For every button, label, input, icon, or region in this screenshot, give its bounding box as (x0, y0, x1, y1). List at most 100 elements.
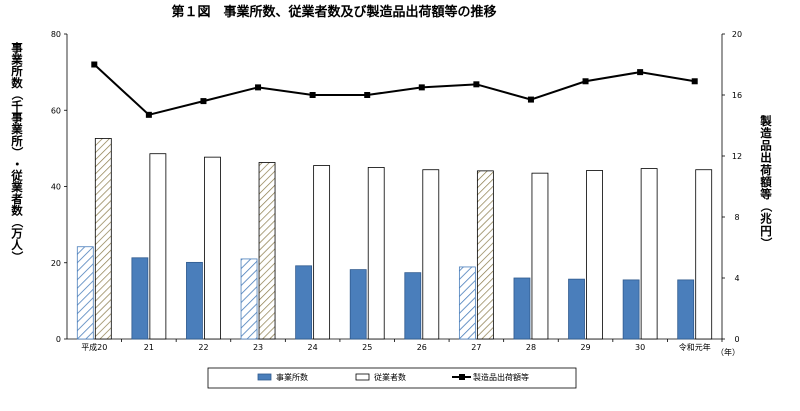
y-tick-label-right: 12 (732, 152, 742, 161)
bar-employees (695, 169, 713, 340)
bar-establishments (458, 266, 476, 340)
x-axis-unit: （年） (716, 347, 740, 357)
axis-label-char: 額 (759, 175, 772, 189)
bar-establishments (76, 246, 94, 340)
legend: 事業所数 従業者数 製造品出荷額等 (207, 367, 577, 389)
bar-employees (149, 153, 167, 340)
legend-marker (459, 374, 465, 380)
axis-label-char: 品 (760, 138, 772, 152)
bar-employees (586, 170, 603, 340)
bar-establishments (295, 265, 313, 340)
axis-label-char: ） (10, 251, 24, 263)
bar-establishments (622, 279, 640, 340)
axis-label-char: 事 (11, 41, 23, 55)
y-tick-label-left: 80 (51, 30, 61, 39)
point-shipments (255, 84, 262, 91)
point-shipments (145, 111, 152, 118)
bar-establishments (677, 279, 695, 340)
x-tick-label: 28 (526, 343, 536, 352)
point-shipments (364, 92, 371, 98)
x-tick-label: 23 (253, 343, 263, 352)
bar-establishments (513, 277, 531, 340)
axis-label-char: 数 (11, 76, 23, 90)
point-shipments (637, 69, 644, 76)
x-tick-label: 26 (417, 343, 427, 352)
axis-label-char: 荷 (759, 163, 772, 177)
axis-label-char: 業 (10, 180, 23, 194)
axis-label-char: 製 (759, 114, 772, 128)
chart-title: 第１図 事業所数、従業者数及び製造品出荷額等の推移 (171, 4, 496, 20)
bar-employees (476, 170, 494, 340)
x-tick-label: 29 (580, 343, 590, 352)
point-shipments (473, 81, 480, 88)
bar-establishments (186, 261, 203, 340)
x-tick-label: 25 (362, 343, 372, 352)
y-tick-label-left: 0 (56, 335, 61, 344)
axis-label-char: 所 (11, 64, 23, 78)
y-tick-label-right: 0 (734, 335, 739, 344)
axis-label-char: 万 (10, 227, 23, 241)
axis-label-char: 従 (10, 169, 23, 183)
axis-label-char: 数 (11, 203, 23, 217)
axis-label-char: 出 (760, 151, 772, 165)
legend-label: 事業所数 (276, 372, 308, 382)
point-shipments (200, 98, 207, 105)
bar-establishments (349, 269, 367, 340)
bar-employees (313, 165, 331, 340)
point-shipments (527, 96, 534, 103)
axis-label-char: ・ (10, 158, 24, 170)
bar-employees (94, 138, 112, 340)
y-tick-label-right: 16 (732, 91, 742, 100)
legend-label: 製造品出荷額等 (473, 372, 529, 382)
bar-employees (204, 156, 221, 340)
x-tick-label: 令和元年 (679, 342, 711, 352)
axis-label-char: ） (10, 147, 24, 159)
bar-establishments (131, 257, 149, 340)
point-shipments (691, 78, 698, 85)
x-tick-label: 21 (144, 343, 154, 352)
bar-employees (640, 168, 658, 340)
y-tick-label-left: 40 (51, 183, 61, 192)
y-tick-label-left: 60 (51, 106, 61, 115)
bar-establishments (240, 258, 258, 340)
x-tick-label: 30 (635, 343, 645, 352)
axis-label-char: 造 (760, 126, 772, 140)
y-tick-label-right: 20 (732, 30, 742, 39)
x-tick-label: 27 (471, 343, 481, 352)
axis-label-char: 業 (10, 53, 23, 67)
axis-label-char: 業 (10, 122, 23, 136)
x-tick-label: 24 (308, 343, 318, 352)
y-tick-label-right: 4 (734, 274, 739, 283)
axis-label-char: （ (759, 201, 773, 213)
line-shipments (93, 63, 695, 116)
y-tick-label-right: 8 (734, 213, 739, 222)
x-tick-label: 22 (198, 343, 208, 352)
axis-label-char: 所 (11, 134, 23, 148)
point-shipments (309, 92, 316, 98)
axis-label-char: 人 (11, 238, 23, 252)
axis-label-char: 者 (10, 192, 23, 206)
bar-establishments (404, 272, 422, 340)
bar-establishments (568, 278, 585, 340)
legend-swatch (355, 373, 370, 381)
legend-box (207, 367, 577, 389)
point-shipments (418, 84, 425, 91)
bar-employees (531, 172, 549, 340)
axis-label-char: 千 (11, 99, 23, 113)
axis-label-char: （ (10, 89, 24, 101)
bar-employees (422, 169, 440, 340)
y-tick-label-left: 20 (51, 259, 61, 268)
point-shipments (582, 78, 589, 85)
axis-label-char: 円 (760, 224, 772, 238)
point-shipments (91, 61, 98, 68)
axis-label-char: 事 (11, 111, 23, 125)
legend-swatch (257, 373, 272, 381)
axis-label-char: ） (759, 237, 773, 249)
bar-employees (367, 167, 385, 340)
y-axis-label-right: 製造品出荷額等（兆円） (759, 114, 773, 249)
bar-employees (258, 162, 276, 340)
axis-label-char: 等 (759, 187, 772, 201)
legend-label: 従業者数 (374, 372, 406, 382)
x-tick-label: 平成20 (81, 342, 107, 352)
